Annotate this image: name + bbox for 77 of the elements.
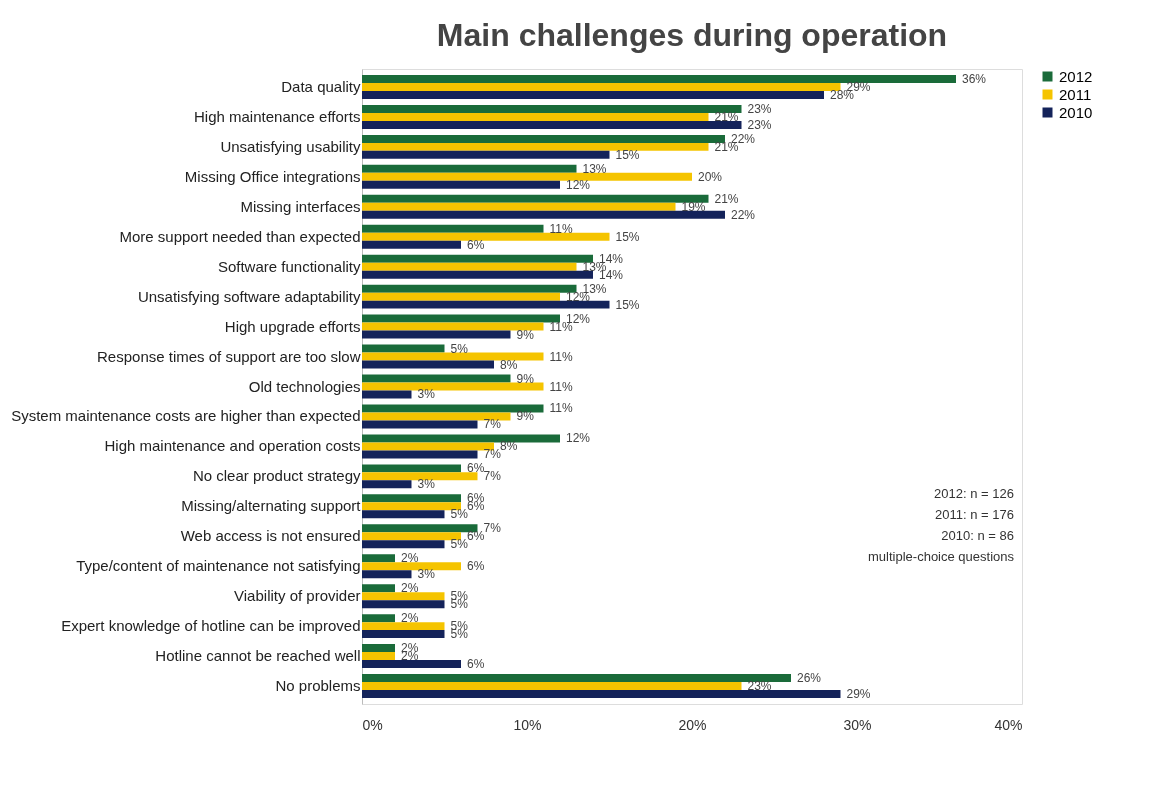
x-tick-label: 10% bbox=[513, 716, 542, 733]
y-tick-label: Unsatisfying software adaptability bbox=[137, 287, 361, 305]
x-tick-label: 20% bbox=[678, 716, 707, 733]
data-label: 12% bbox=[566, 177, 591, 192]
data-label: 7% bbox=[483, 417, 502, 432]
data-label: 11% bbox=[549, 401, 573, 416]
data-label: 11% bbox=[549, 379, 573, 394]
data-label: 13% bbox=[582, 161, 607, 176]
y-tick-label: Type/content of maintenance not satisfying bbox=[76, 557, 361, 575]
annotation: 2011: n = 176 bbox=[935, 507, 1014, 522]
annotation: 2012: n = 126 bbox=[934, 486, 1014, 501]
data-label: 2% bbox=[401, 581, 419, 596]
data-label: 21% bbox=[714, 109, 739, 124]
legend-label: 2011 bbox=[1059, 85, 1092, 103]
data-label: 15% bbox=[615, 297, 640, 312]
data-label: 26% bbox=[797, 671, 822, 686]
data-label: 36% bbox=[962, 71, 987, 86]
y-tick-label: Viability of provider bbox=[234, 587, 361, 605]
data-label: 23% bbox=[747, 101, 772, 116]
y-tick-label: Unsatisfying usability bbox=[220, 137, 361, 155]
data-label: 22% bbox=[731, 207, 756, 222]
y-tick-label: No clear product strategy bbox=[192, 467, 361, 485]
chart-title: Main challenges during operation bbox=[436, 17, 948, 53]
data-label: 11% bbox=[549, 349, 573, 364]
data-label: 7% bbox=[483, 521, 502, 536]
x-tick-label: 40% bbox=[994, 716, 1023, 733]
data-label: 6% bbox=[467, 529, 485, 544]
annotation: 2010: n = 86 bbox=[941, 528, 1014, 543]
y-tick-label: Old technologies bbox=[248, 377, 361, 395]
data-label: 3% bbox=[417, 567, 436, 582]
data-label: 8% bbox=[500, 439, 518, 454]
y-tick-label: Missing Office integrations bbox=[184, 167, 361, 185]
y-tick-label: Expert knowledge of hotline can be improved bbox=[61, 617, 361, 635]
data-label: 3% bbox=[417, 387, 436, 402]
data-label: 19% bbox=[681, 199, 706, 214]
y-tick-label: High maintenance and operation costs bbox=[104, 437, 361, 455]
data-label: 29% bbox=[846, 687, 871, 702]
y-tick-label: Web access is not ensured bbox=[180, 527, 361, 545]
annotation: multiple-choice questions bbox=[868, 549, 1015, 564]
data-label: 23% bbox=[747, 117, 772, 132]
x-tick-label: 30% bbox=[843, 716, 872, 733]
y-tick-label: No problems bbox=[275, 677, 361, 695]
x-tick-label: 0% bbox=[362, 716, 383, 733]
y-tick-label: More support needed than expected bbox=[119, 227, 361, 245]
data-label: 2% bbox=[401, 551, 419, 566]
y-tick-label: Data quality bbox=[281, 77, 361, 95]
data-label: 6% bbox=[467, 461, 485, 476]
legend-label: 2010 bbox=[1059, 103, 1093, 121]
data-label: 3% bbox=[417, 477, 436, 492]
data-label: 20% bbox=[698, 169, 723, 184]
data-label: 6% bbox=[467, 559, 485, 574]
data-label: 11% bbox=[549, 221, 573, 236]
data-label: 5% bbox=[450, 507, 469, 522]
y-tick-label: Missing/alternating support bbox=[181, 497, 362, 515]
y-tick-label: System maintenance costs are higher than expected bbox=[11, 407, 361, 425]
data-label: 5% bbox=[450, 341, 469, 356]
data-label: 23% bbox=[747, 679, 772, 694]
y-tick-label: Hotline cannot be reached well bbox=[155, 647, 361, 665]
data-label: 5% bbox=[450, 537, 469, 552]
data-label: 21% bbox=[714, 191, 739, 206]
data-label: 15% bbox=[615, 147, 640, 162]
y-tick-label: Software functionality bbox=[217, 257, 361, 275]
data-label: 9% bbox=[516, 371, 535, 386]
y-tick-label: Response times of support are too slow bbox=[97, 347, 361, 365]
data-label: 9% bbox=[516, 409, 535, 424]
data-label: 7% bbox=[483, 469, 502, 484]
data-label: 9% bbox=[516, 327, 535, 342]
legend-label: 2012 bbox=[1059, 67, 1093, 85]
data-label: 12% bbox=[566, 431, 591, 446]
y-tick-label: High maintenance efforts bbox=[194, 107, 361, 125]
data-label: 8% bbox=[500, 357, 518, 372]
y-tick-label: High upgrade efforts bbox=[224, 317, 361, 335]
data-label: 15% bbox=[615, 229, 640, 244]
y-tick-label: Missing interfaces bbox=[240, 197, 361, 215]
data-label: 2% bbox=[401, 611, 419, 626]
data-label: 6% bbox=[467, 237, 485, 252]
data-label: 6% bbox=[467, 657, 485, 672]
